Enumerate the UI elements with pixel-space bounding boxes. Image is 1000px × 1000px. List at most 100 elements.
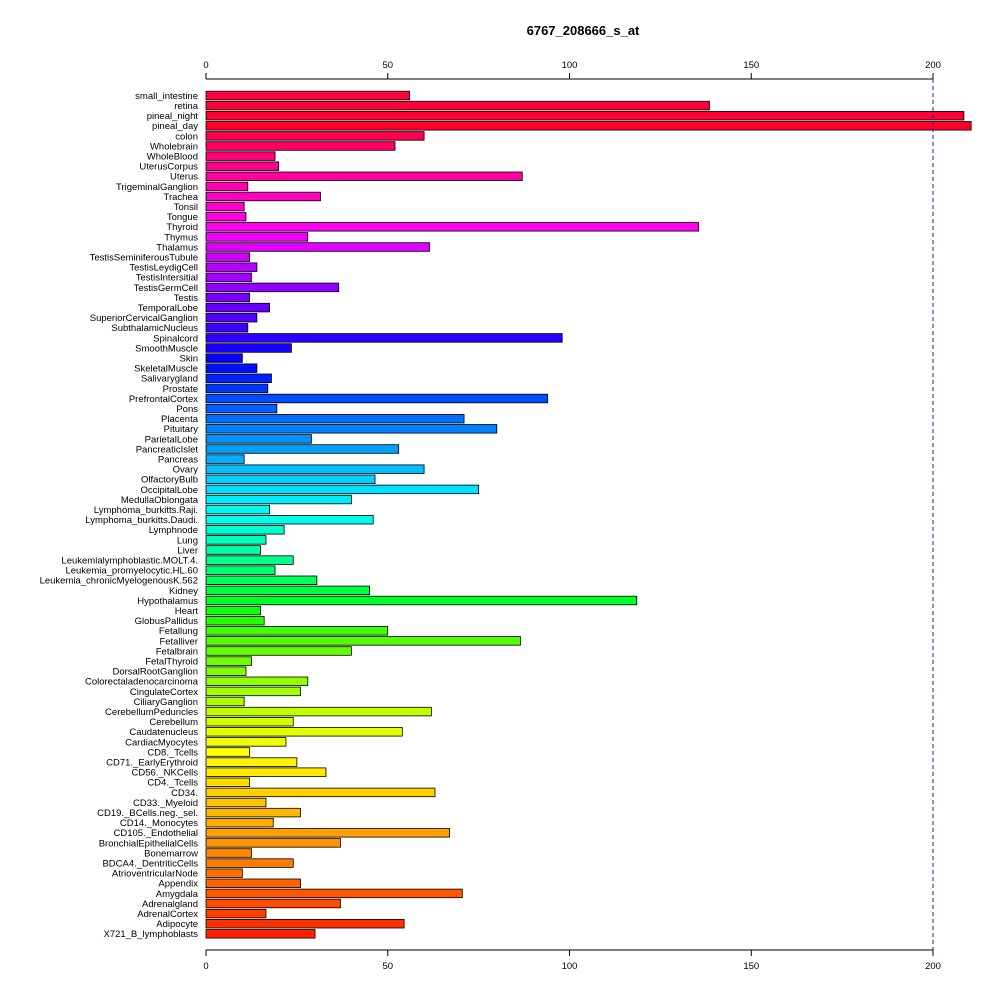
bar [205, 242, 430, 252]
category-label: Colorectaladenocarcinoma [85, 677, 199, 688]
bar [205, 858, 294, 868]
bar [205, 454, 245, 464]
bar [205, 747, 251, 757]
bar [205, 504, 271, 515]
category-label: UterusCorpus [139, 162, 198, 173]
bar [205, 111, 965, 121]
category-label: ParietalLobe [145, 434, 198, 445]
tick-label: 200 [925, 961, 941, 972]
tick-label: 50 [382, 961, 393, 972]
category-label: OccipitalLobe [140, 485, 198, 496]
bar [205, 434, 312, 444]
category-label: Lymphoma_burkitts.Raji. [94, 505, 198, 516]
category-label: pineal_night [147, 111, 199, 122]
bar [205, 413, 465, 424]
category-label: TestisSeminiferousTubule [90, 253, 198, 264]
bar [205, 181, 249, 192]
category-label: DorsalRootGanglion [112, 667, 198, 678]
bar [205, 201, 245, 212]
bar [205, 252, 251, 262]
category-label: CD33._Myeloid [133, 798, 198, 809]
bar [205, 403, 278, 414]
category-label: pineal_day [152, 121, 198, 132]
bar [205, 211, 247, 222]
bar [205, 555, 294, 565]
category-label: Ovary [173, 465, 199, 476]
bar [205, 575, 318, 586]
category-label: CD34. [171, 788, 198, 799]
category-label: Caudatenucleus [129, 727, 198, 738]
category-label: TestisLeydigCell [129, 263, 198, 274]
category-label: Fetallung [159, 626, 198, 637]
category-label: TestisGermCell [134, 283, 198, 294]
tick-label: 0 [203, 961, 208, 972]
bar [205, 696, 245, 707]
category-label: CD4._Tcells [147, 778, 198, 789]
bar [205, 626, 389, 636]
bar [205, 757, 298, 767]
bar [205, 676, 309, 687]
bar [205, 353, 243, 363]
category-label: GlobusPallidus [135, 616, 199, 627]
bar [205, 646, 352, 656]
category-label: Heart [175, 606, 199, 617]
bar [205, 363, 258, 373]
bar [205, 191, 321, 202]
bar [205, 666, 247, 676]
category-label: X721_B_lymphoblasts [103, 929, 198, 940]
top-axis: 0 50 100 150 200 [203, 60, 941, 80]
bar [205, 474, 376, 485]
bar [205, 727, 403, 737]
bars [205, 90, 972, 939]
category-label: small_intestine [135, 91, 198, 102]
bar [205, 494, 352, 505]
category-label: SubthalamicNucleus [111, 323, 198, 334]
category-label: Thymus [164, 232, 198, 243]
category-label: CD71._EarlyErythroid [106, 758, 198, 769]
tick-label: 150 [743, 60, 759, 71]
bar [205, 161, 280, 171]
category-label: BDCA4._DentriticCells [102, 859, 198, 870]
bar [205, 312, 258, 323]
bar [205, 232, 309, 242]
category-label: Pituitary [164, 424, 199, 435]
category-label: MedullaOblongata [121, 495, 199, 506]
category-label: Uterus [170, 172, 198, 183]
bar [205, 706, 432, 717]
bar [205, 383, 269, 394]
bar [205, 393, 549, 404]
category-label: TemporalLobe [138, 303, 198, 314]
category-label: SuperiorCervicalGanglion [90, 313, 198, 324]
tick-label: 100 [562, 961, 578, 972]
category-label: Spinalcord [153, 333, 198, 344]
category-label: CerebellumPeduncles [105, 707, 198, 718]
category-label: Adipocyte [156, 919, 198, 930]
category-label: BronchialEpithelialCells [99, 838, 199, 849]
bar [205, 323, 249, 333]
category-label: Leukemia_promyelocytic.HL.60 [65, 566, 198, 577]
bar [205, 585, 370, 596]
category-label: Lymphoma_burkitts.Daudi. [85, 515, 198, 526]
bar [205, 807, 301, 818]
category-label: Liver [177, 545, 198, 556]
tick-label: 200 [925, 60, 941, 71]
bar [205, 656, 252, 666]
category-label: CD8._Tcells [147, 747, 198, 758]
category-label: Kidney [169, 586, 198, 597]
bar [205, 898, 341, 909]
category-label: Thyroid [166, 222, 198, 233]
category-label: colon [175, 131, 198, 142]
bar [205, 525, 285, 535]
bar [205, 545, 261, 555]
tick-label: 150 [743, 961, 759, 972]
category-label: AtrioventricularNode [112, 869, 198, 880]
category-label: WholeBlood [147, 152, 198, 163]
bar [205, 484, 480, 495]
bar [205, 868, 243, 878]
category-label: CD105._Endothelial [113, 828, 198, 839]
category-label: Amygdala [156, 889, 199, 900]
category-label: Lymphnode [149, 525, 198, 536]
bar [205, 717, 294, 727]
tick-label: 50 [382, 60, 393, 71]
bar [205, 424, 498, 434]
